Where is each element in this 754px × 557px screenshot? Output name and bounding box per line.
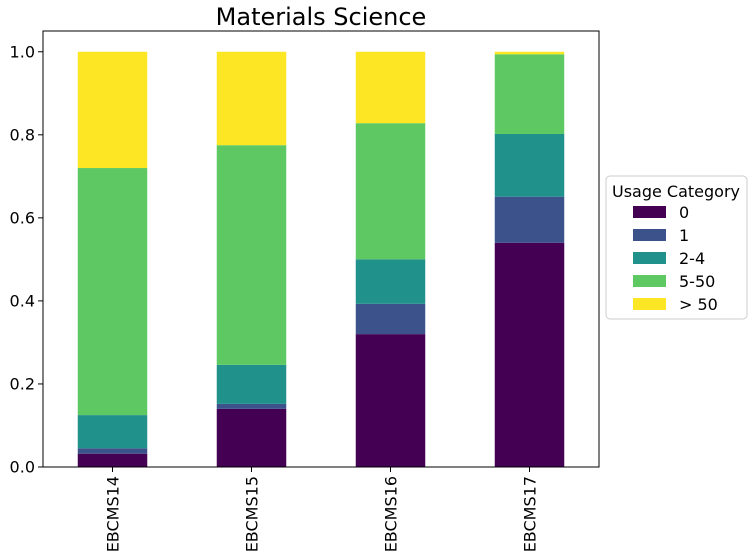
x-tick-label-ebcms17: EBCMS17 (521, 476, 540, 552)
bar-ebcms15-series-3 (216, 145, 287, 365)
bar-ebcms17-series-0 (494, 242, 565, 467)
bar-ebcms15-series-4 (216, 51, 287, 146)
legend-label-5-50: 5-50 (679, 272, 715, 291)
bar-ebcms16-series-2 (355, 259, 426, 304)
bar-ebcms14-series-4 (77, 51, 148, 169)
legend-swatch-0 (633, 206, 666, 218)
bar-ebcms15-series-0 (216, 408, 287, 467)
bar-ebcms16-series-1 (355, 303, 426, 335)
legend-swatch-50 (633, 298, 666, 310)
legend-label-2-4: 2-4 (679, 249, 705, 268)
bar-ebcms14-series-0 (77, 453, 148, 467)
bar-ebcms17-series-4 (494, 51, 565, 55)
x-tick-label-ebcms14: EBCMS14 (104, 476, 123, 552)
plot-area-frame (42, 30, 600, 468)
bar-ebcms14-series-2 (77, 415, 148, 449)
x-tick-label-ebcms16: EBCMS16 (382, 476, 401, 552)
bar-ebcms14-series-1 (77, 448, 148, 454)
bar-ebcms17-series-2 (494, 133, 565, 197)
legend-swatch-1 (633, 229, 666, 241)
bar-ebcms15-series-2 (216, 364, 287, 404)
legend-label-50: > 50 (679, 295, 718, 314)
y-tick-label: 0.6 (10, 208, 35, 227)
legend: Usage Category 0 1 2-4 5-50 > 50 (605, 175, 748, 320)
chart-title: Materials Science (216, 3, 427, 31)
y-tick-label: 0.4 (10, 291, 35, 310)
bar-ebcms17-series-1 (494, 196, 565, 243)
x-axis: EBCMS14 EBCMS15 EBCMS16 EBCMS17 (104, 467, 540, 552)
bar-ebcms14-series-3 (77, 168, 148, 416)
legend-title: Usage Category (612, 182, 740, 201)
y-tick-label: 1.0 (10, 42, 35, 61)
legend-label-0: 0 (679, 203, 689, 222)
y-tick-label: 0.2 (10, 374, 35, 393)
bar-ebcms15-series-1 (216, 403, 287, 409)
legend-swatch-5-50 (633, 275, 666, 287)
bar-ebcms16-series-4 (355, 51, 426, 124)
y-tick-label: 0.8 (10, 125, 35, 144)
legend-items: 0 1 2-4 5-50 > 50 (633, 203, 718, 314)
y-axis: 0.0 0.2 0.4 0.6 0.8 1.0 (10, 42, 43, 477)
legend-label-1: 1 (679, 226, 689, 245)
bar-ebcms16-series-3 (355, 123, 426, 260)
bars-group (77, 51, 565, 467)
x-tick-label-ebcms15: EBCMS15 (243, 476, 262, 552)
bar-ebcms17-series-3 (494, 54, 565, 134)
y-tick-label: 0.0 (10, 458, 35, 477)
bar-ebcms16-series-0 (355, 334, 426, 467)
legend-swatch-2-4 (633, 252, 666, 264)
